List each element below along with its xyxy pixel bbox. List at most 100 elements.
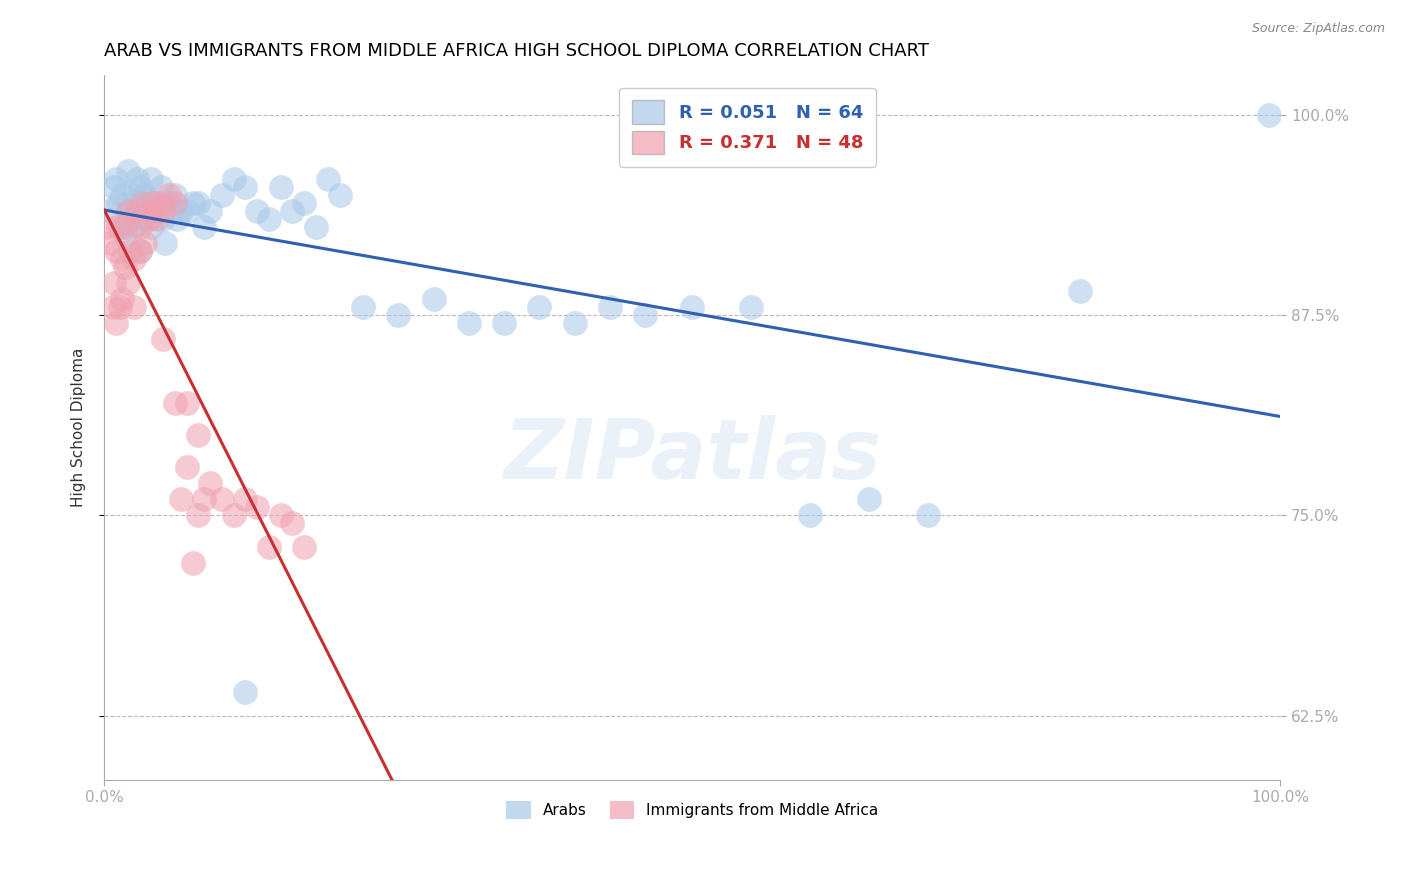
- Point: [170, 204, 193, 219]
- Point: [181, 196, 204, 211]
- Point: [187, 196, 209, 211]
- Point: [328, 188, 350, 202]
- Point: [457, 316, 479, 330]
- Point: [108, 301, 131, 315]
- Point: [114, 220, 136, 235]
- Point: [122, 188, 145, 202]
- Point: [111, 188, 134, 202]
- Point: [176, 396, 198, 410]
- Point: [128, 220, 150, 235]
- Point: [193, 492, 215, 507]
- Point: [799, 508, 821, 523]
- Point: [163, 196, 186, 211]
- Point: [142, 196, 165, 211]
- Point: [211, 188, 233, 202]
- Point: [222, 172, 245, 186]
- Point: [155, 236, 177, 251]
- Point: [97, 220, 120, 235]
- Point: [120, 244, 142, 259]
- Point: [98, 204, 121, 219]
- Point: [529, 301, 551, 315]
- Point: [246, 500, 269, 515]
- Point: [128, 204, 150, 219]
- Point: [101, 301, 124, 315]
- Point: [122, 252, 145, 267]
- Point: [211, 492, 233, 507]
- Point: [141, 220, 163, 235]
- Point: [105, 172, 128, 186]
- Point: [103, 277, 125, 291]
- Point: [141, 204, 163, 219]
- Point: [222, 508, 245, 523]
- Text: ZIPatlas: ZIPatlas: [503, 415, 882, 496]
- Point: [564, 316, 586, 330]
- Point: [127, 204, 149, 219]
- Point: [281, 204, 304, 219]
- Point: [131, 196, 153, 211]
- Point: [122, 301, 145, 315]
- Point: [422, 293, 444, 307]
- Point: [111, 220, 134, 235]
- Point: [387, 309, 409, 323]
- Point: [128, 244, 150, 259]
- Point: [117, 164, 139, 178]
- Point: [114, 228, 136, 243]
- Point: [107, 220, 129, 235]
- Point: [681, 301, 703, 315]
- Point: [107, 196, 129, 211]
- Point: [858, 492, 880, 507]
- Point: [138, 212, 160, 227]
- Point: [162, 204, 184, 219]
- Point: [316, 172, 339, 186]
- Point: [127, 172, 149, 186]
- Point: [246, 204, 269, 219]
- Point: [117, 277, 139, 291]
- Point: [198, 476, 221, 491]
- Y-axis label: High School Diploma: High School Diploma: [72, 348, 86, 507]
- Point: [157, 188, 180, 202]
- Point: [120, 212, 142, 227]
- Point: [141, 172, 163, 186]
- Point: [105, 244, 128, 259]
- Point: [198, 204, 221, 219]
- Point: [103, 180, 125, 194]
- Point: [105, 316, 128, 330]
- Point: [117, 204, 139, 219]
- Point: [181, 557, 204, 571]
- Point: [128, 244, 150, 259]
- Point: [142, 196, 165, 211]
- Point: [187, 428, 209, 442]
- Point: [152, 204, 174, 219]
- Point: [599, 301, 621, 315]
- Point: [170, 492, 193, 507]
- Point: [111, 293, 134, 307]
- Point: [187, 508, 209, 523]
- Point: [149, 196, 172, 211]
- Point: [1257, 108, 1279, 122]
- Point: [176, 204, 198, 219]
- Point: [152, 332, 174, 346]
- Point: [163, 396, 186, 410]
- Point: [163, 188, 186, 202]
- Point: [917, 508, 939, 523]
- Point: [166, 212, 188, 227]
- Point: [146, 212, 169, 227]
- Point: [138, 196, 160, 211]
- Point: [257, 212, 280, 227]
- Point: [122, 220, 145, 235]
- Point: [114, 260, 136, 275]
- Point: [305, 220, 328, 235]
- Point: [193, 220, 215, 235]
- Point: [270, 180, 292, 194]
- Text: ARAB VS IMMIGRANTS FROM MIDDLE AFRICA HIGH SCHOOL DIPLOMA CORRELATION CHART: ARAB VS IMMIGRANTS FROM MIDDLE AFRICA HI…: [104, 42, 929, 60]
- Point: [270, 508, 292, 523]
- Point: [128, 180, 150, 194]
- Point: [134, 236, 156, 251]
- Legend: Arabs, Immigrants from Middle Africa: Arabs, Immigrants from Middle Africa: [501, 795, 884, 825]
- Text: Source: ZipAtlas.com: Source: ZipAtlas.com: [1251, 22, 1385, 36]
- Point: [634, 309, 657, 323]
- Point: [740, 301, 762, 315]
- Point: [235, 180, 257, 194]
- Point: [1069, 285, 1091, 299]
- Point: [235, 684, 257, 698]
